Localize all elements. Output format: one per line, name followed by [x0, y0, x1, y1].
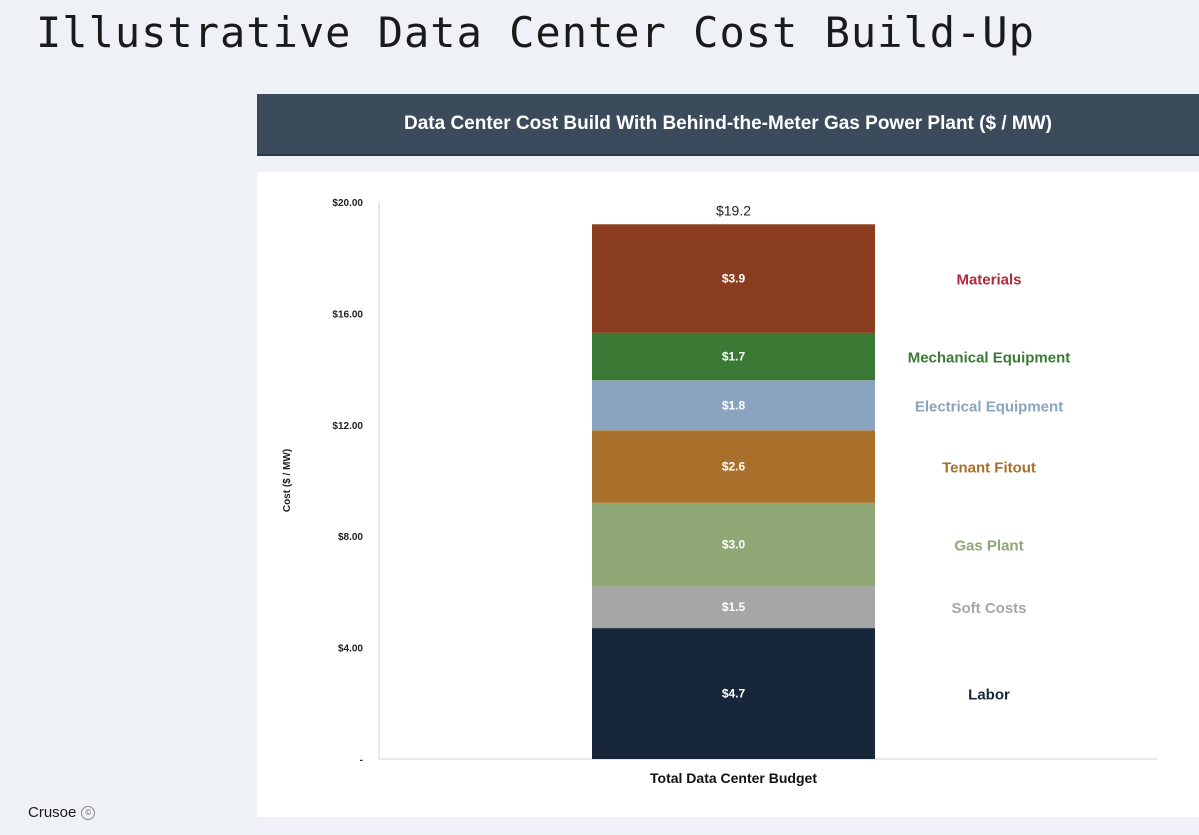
y-tick-label: $4.00	[338, 644, 363, 655]
slide-title: Illustrative Data Center Cost Build-Up	[36, 8, 1035, 57]
bar-segment-tenant-fitout	[592, 430, 875, 503]
chart-panel: - $4.00 $8.00 $12.00 $16.00 $20.00 Cost ($ / M…	[257, 172, 1199, 817]
legend-label-soft-costs: Soft Costs	[952, 600, 1027, 617]
data-label-electrical-equipment: $1.8	[722, 398, 746, 412]
data-label-tenant-fitout: $2.6	[722, 460, 746, 474]
y-tick-label: $16.00	[332, 309, 363, 320]
bar-segment-soft-costs	[592, 586, 875, 629]
y-tick-label: $8.00	[338, 532, 363, 543]
y-tick-label: $20.00	[332, 198, 363, 209]
copyright-icon: ©	[81, 805, 96, 820]
data-label-mechanical-equipment: $1.7	[722, 350, 746, 364]
bar-segment-mechanical-equipment	[592, 332, 875, 381]
y-axis-label: Cost ($ / MW)	[282, 449, 293, 512]
data-label-soft-costs: $1.5	[722, 600, 746, 614]
y-tick-label: -	[360, 755, 363, 766]
stacked-bar-chart: - $4.00 $8.00 $12.00 $16.00 $20.00 Cost ($ / M…	[282, 198, 1157, 786]
legend-label-mechanical-equipment: Mechanical Equipment	[908, 350, 1071, 367]
data-label-labor: $4.7	[722, 687, 746, 701]
bar-segment-materials	[592, 224, 875, 333]
data-label-gas-plant: $3.0	[722, 538, 746, 552]
x-category-label: Total Data Center Budget	[650, 770, 817, 786]
legend-label-tenant-fitout: Tenant Fitout	[942, 460, 1036, 477]
logo-text: Crusoe	[28, 804, 77, 821]
legend-label-materials: Materials	[956, 272, 1021, 289]
data-label-materials: $3.9	[722, 272, 746, 286]
bar-segment-labor	[592, 628, 875, 759]
bar-segment-gas-plant	[592, 502, 875, 587]
legend-label-labor: Labor	[968, 687, 1010, 704]
chart-title: Data Center Cost Build With Behind-the-M…	[257, 94, 1199, 156]
crusoe-logo: Crusoe ©	[28, 804, 96, 821]
total-label: $19.2	[716, 202, 751, 218]
legend-label-electrical-equipment: Electrical Equipment	[915, 398, 1063, 415]
legend-label-gas-plant: Gas Plant	[954, 538, 1023, 555]
bar-segment-electrical-equipment	[592, 380, 875, 431]
y-tick-label: $12.00	[332, 421, 363, 432]
